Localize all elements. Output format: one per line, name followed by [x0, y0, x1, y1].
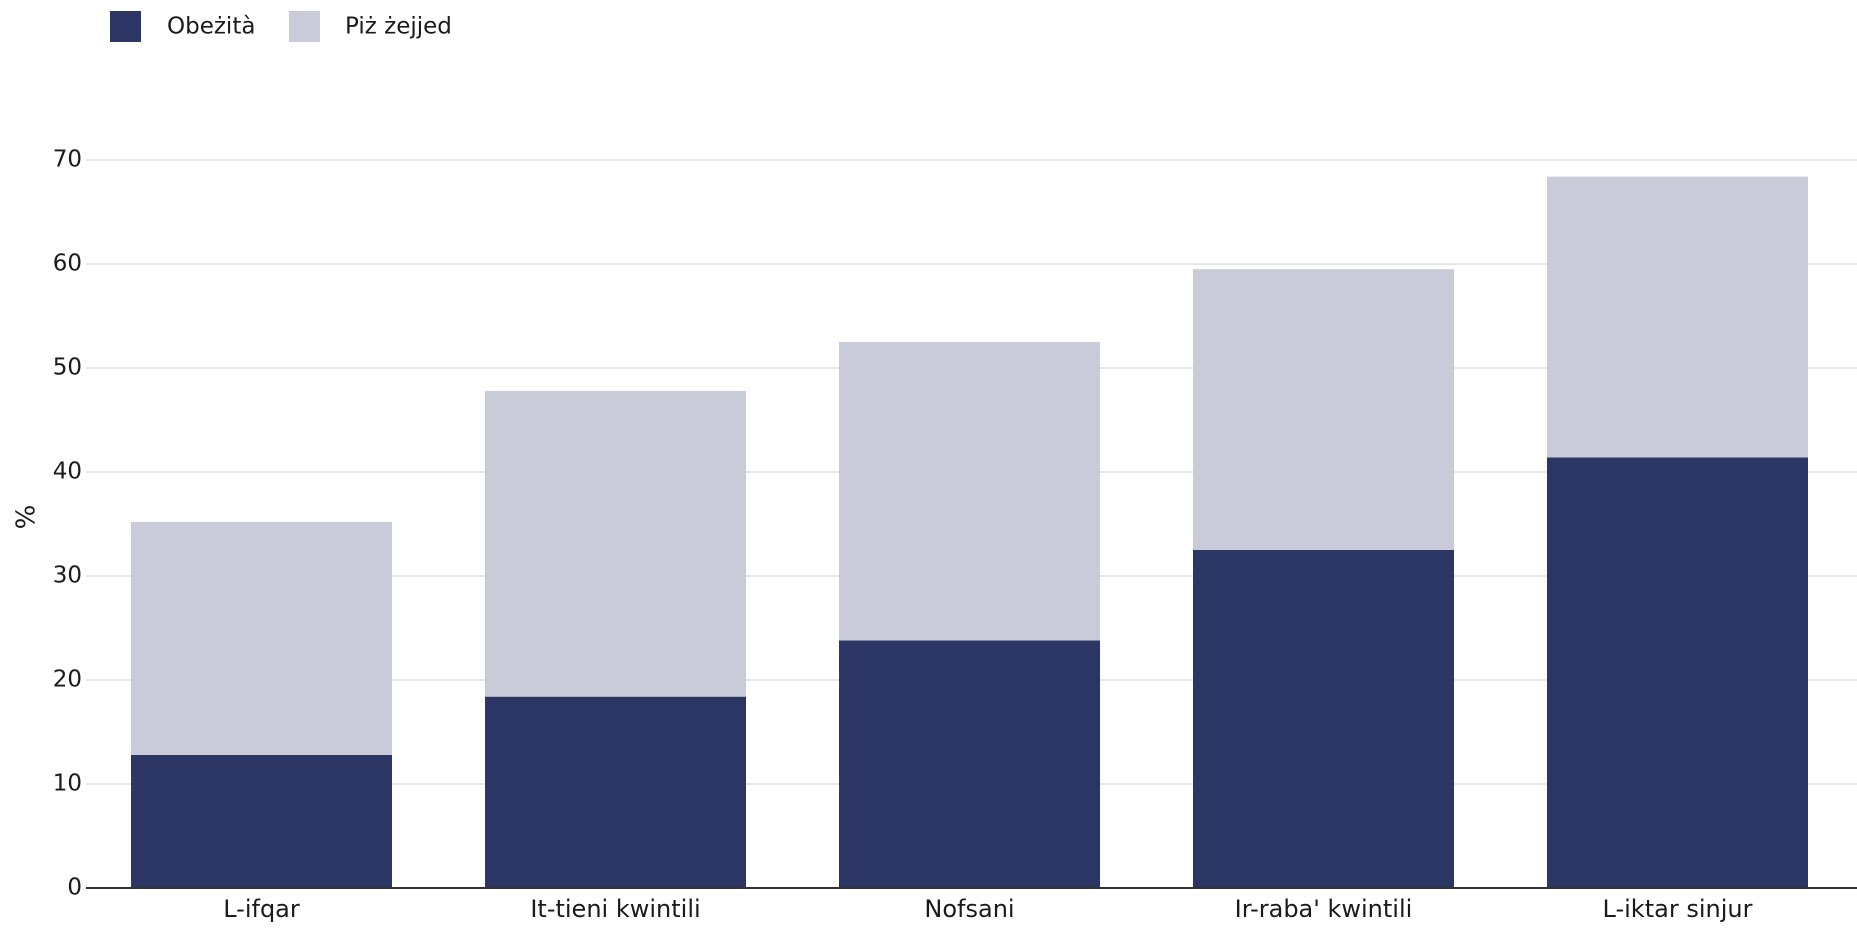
bar-obezita — [131, 754, 392, 888]
bar-obezita — [839, 640, 1100, 888]
y-tick-label: 70 — [53, 147, 82, 173]
bar-obezita — [1193, 550, 1454, 888]
y-tick-label: 60 — [53, 251, 82, 277]
legend: Obeżità Piż żejjed — [110, 11, 452, 42]
y-tick-label: 10 — [53, 771, 82, 797]
y-tick-label: 0 — [67, 875, 82, 901]
bar-piz-zejjed — [1193, 269, 1454, 550]
y-axis-title: % — [12, 505, 42, 530]
y-tick-label: 20 — [53, 667, 82, 693]
bar-obezita — [485, 696, 746, 888]
bars — [131, 176, 1808, 888]
x-tick-label: It-tieni kwintili — [530, 895, 700, 923]
legend-swatch — [289, 11, 320, 42]
y-tick-label: 50 — [53, 355, 82, 381]
bar-piz-zejjed — [1547, 176, 1808, 458]
bar-piz-zejjed — [131, 521, 392, 755]
legend-label: Piż żejjed — [345, 14, 452, 40]
x-tick-label: L-iktar sinjur — [1603, 895, 1753, 923]
y-tick-label: 30 — [53, 563, 82, 589]
legend-label: Obeżità — [167, 14, 255, 40]
x-tick-label: L-ifqar — [223, 895, 300, 923]
bar-obezita — [1547, 457, 1808, 888]
x-tick-label: Ir-raba' kwintili — [1235, 895, 1413, 923]
legend-swatch — [110, 11, 141, 42]
bar-piz-zejjed — [485, 390, 746, 697]
bar-piz-zejjed — [839, 342, 1100, 641]
axes: 0 10 20 30 40 50 60 70 L-ifqar It-tieni kwintili N… — [53, 147, 1857, 923]
y-tick-label: 40 — [53, 459, 82, 485]
x-tick-label: Nofsani — [924, 895, 1014, 923]
